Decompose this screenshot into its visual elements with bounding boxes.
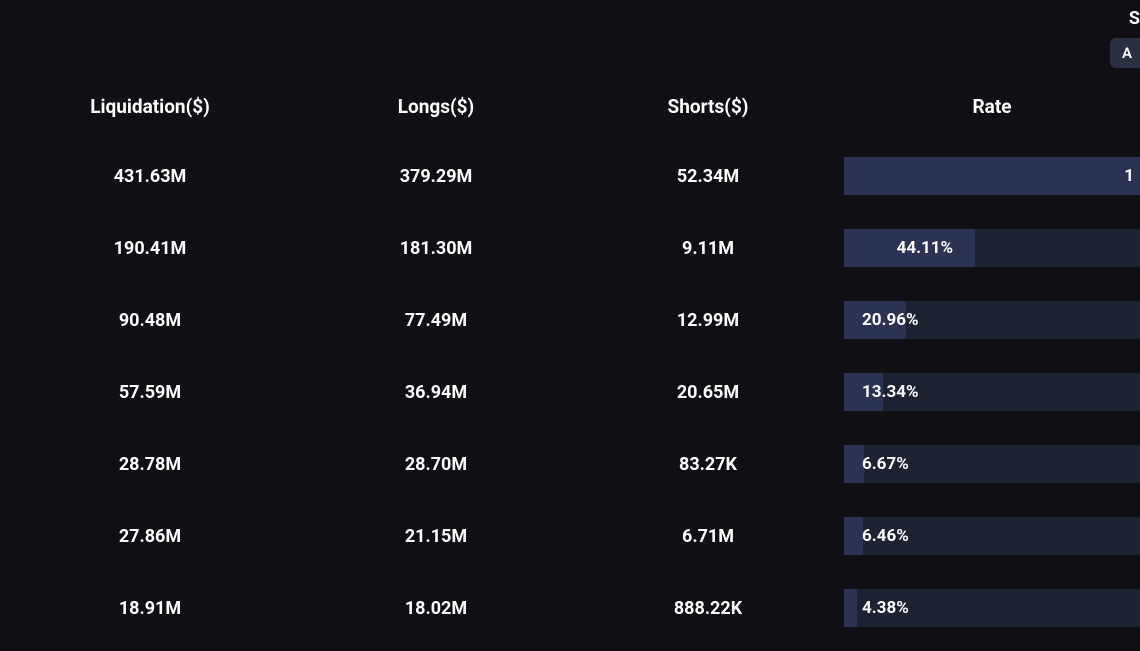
table-row: 18.91M18.02M888.22K 4.38% [0,572,1140,644]
cell-rate: 44.11% [844,229,1140,267]
cell-shorts: 888.22K [572,598,844,619]
rate-bar-fill [844,589,857,627]
cell-liquidation: 431.63M [0,166,300,187]
table-row: 28.78M28.70M83.27K 6.67% [0,428,1140,500]
table-body: 431.63M379.29M52.34M 1 190.41M181.30M9.11M… [0,140,1140,644]
cell-shorts: 9.11M [572,238,844,259]
cell-longs: 77.49M [300,310,572,331]
rate-bar-track: 4.38% [844,589,1140,627]
top-right-pill[interactable]: A [1110,38,1140,68]
cell-liquidation: 57.59M [0,382,300,403]
table-row: 57.59M36.94M20.65M 13.34% [0,356,1140,428]
cell-rate: 4.38% [844,589,1140,627]
cell-shorts: 6.71M [572,526,844,547]
table-row: 190.41M181.30M9.11M 44.11% [0,212,1140,284]
cell-rate: 1 [844,157,1140,195]
cell-longs: 36.94M [300,382,572,403]
header-longs[interactable]: Longs($) [300,95,572,118]
rate-label: 6.67% [862,454,909,474]
cell-liquidation: 90.48M [0,310,300,331]
cell-shorts: 20.65M [572,382,844,403]
table-row: 431.63M379.29M52.34M 1 [0,140,1140,212]
cell-rate: 13.34% [844,373,1140,411]
table-header-row: Liquidation($) Longs($) Shorts($) Rate [0,95,1140,140]
rate-bar-track: 20.96% [844,301,1140,339]
table-row: 90.48M77.49M12.99M 20.96% [0,284,1140,356]
cell-rate: 20.96% [844,301,1140,339]
header-shorts[interactable]: Shorts($) [572,95,844,118]
table-row: 27.86M21.15M6.71M 6.46% [0,500,1140,572]
rate-label: 4.38% [862,598,909,618]
header-liquidation[interactable]: Liquidation($) [0,95,300,118]
cell-shorts: 83.27K [572,454,844,475]
cell-liquidation: 190.41M [0,238,300,259]
cell-liquidation: 18.91M [0,598,300,619]
rate-label: 13.34% [862,382,919,402]
rate-bar-fill [844,157,1140,195]
header-rate[interactable]: Rate [844,95,1140,118]
cell-shorts: 12.99M [572,310,844,331]
cell-longs: 181.30M [300,238,572,259]
rate-bar-track: 13.34% [844,373,1140,411]
cell-longs: 21.15M [300,526,572,547]
rate-bar-track: 6.67% [844,445,1140,483]
rate-label: 1 [1124,166,1134,186]
cell-rate: 6.67% [844,445,1140,483]
rate-bar-track: 44.11% [844,229,1140,267]
cell-longs: 379.29M [300,166,572,187]
cell-liquidation: 28.78M [0,454,300,475]
rate-bar-fill [844,445,864,483]
rate-label: 6.46% [862,526,909,546]
liquidation-table: Liquidation($) Longs($) Shorts($) Rate 4… [0,95,1140,644]
rate-bar-track: 6.46% [844,517,1140,555]
top-right-letter: S [1129,8,1140,29]
cell-longs: 28.70M [300,454,572,475]
rate-label: 44.11% [897,238,954,258]
rate-label: 20.96% [862,310,919,330]
rate-bar-fill [844,517,863,555]
cell-liquidation: 27.86M [0,526,300,547]
cell-shorts: 52.34M [572,166,844,187]
cell-longs: 18.02M [300,598,572,619]
cell-rate: 6.46% [844,517,1140,555]
rate-bar-track: 1 [844,157,1140,195]
